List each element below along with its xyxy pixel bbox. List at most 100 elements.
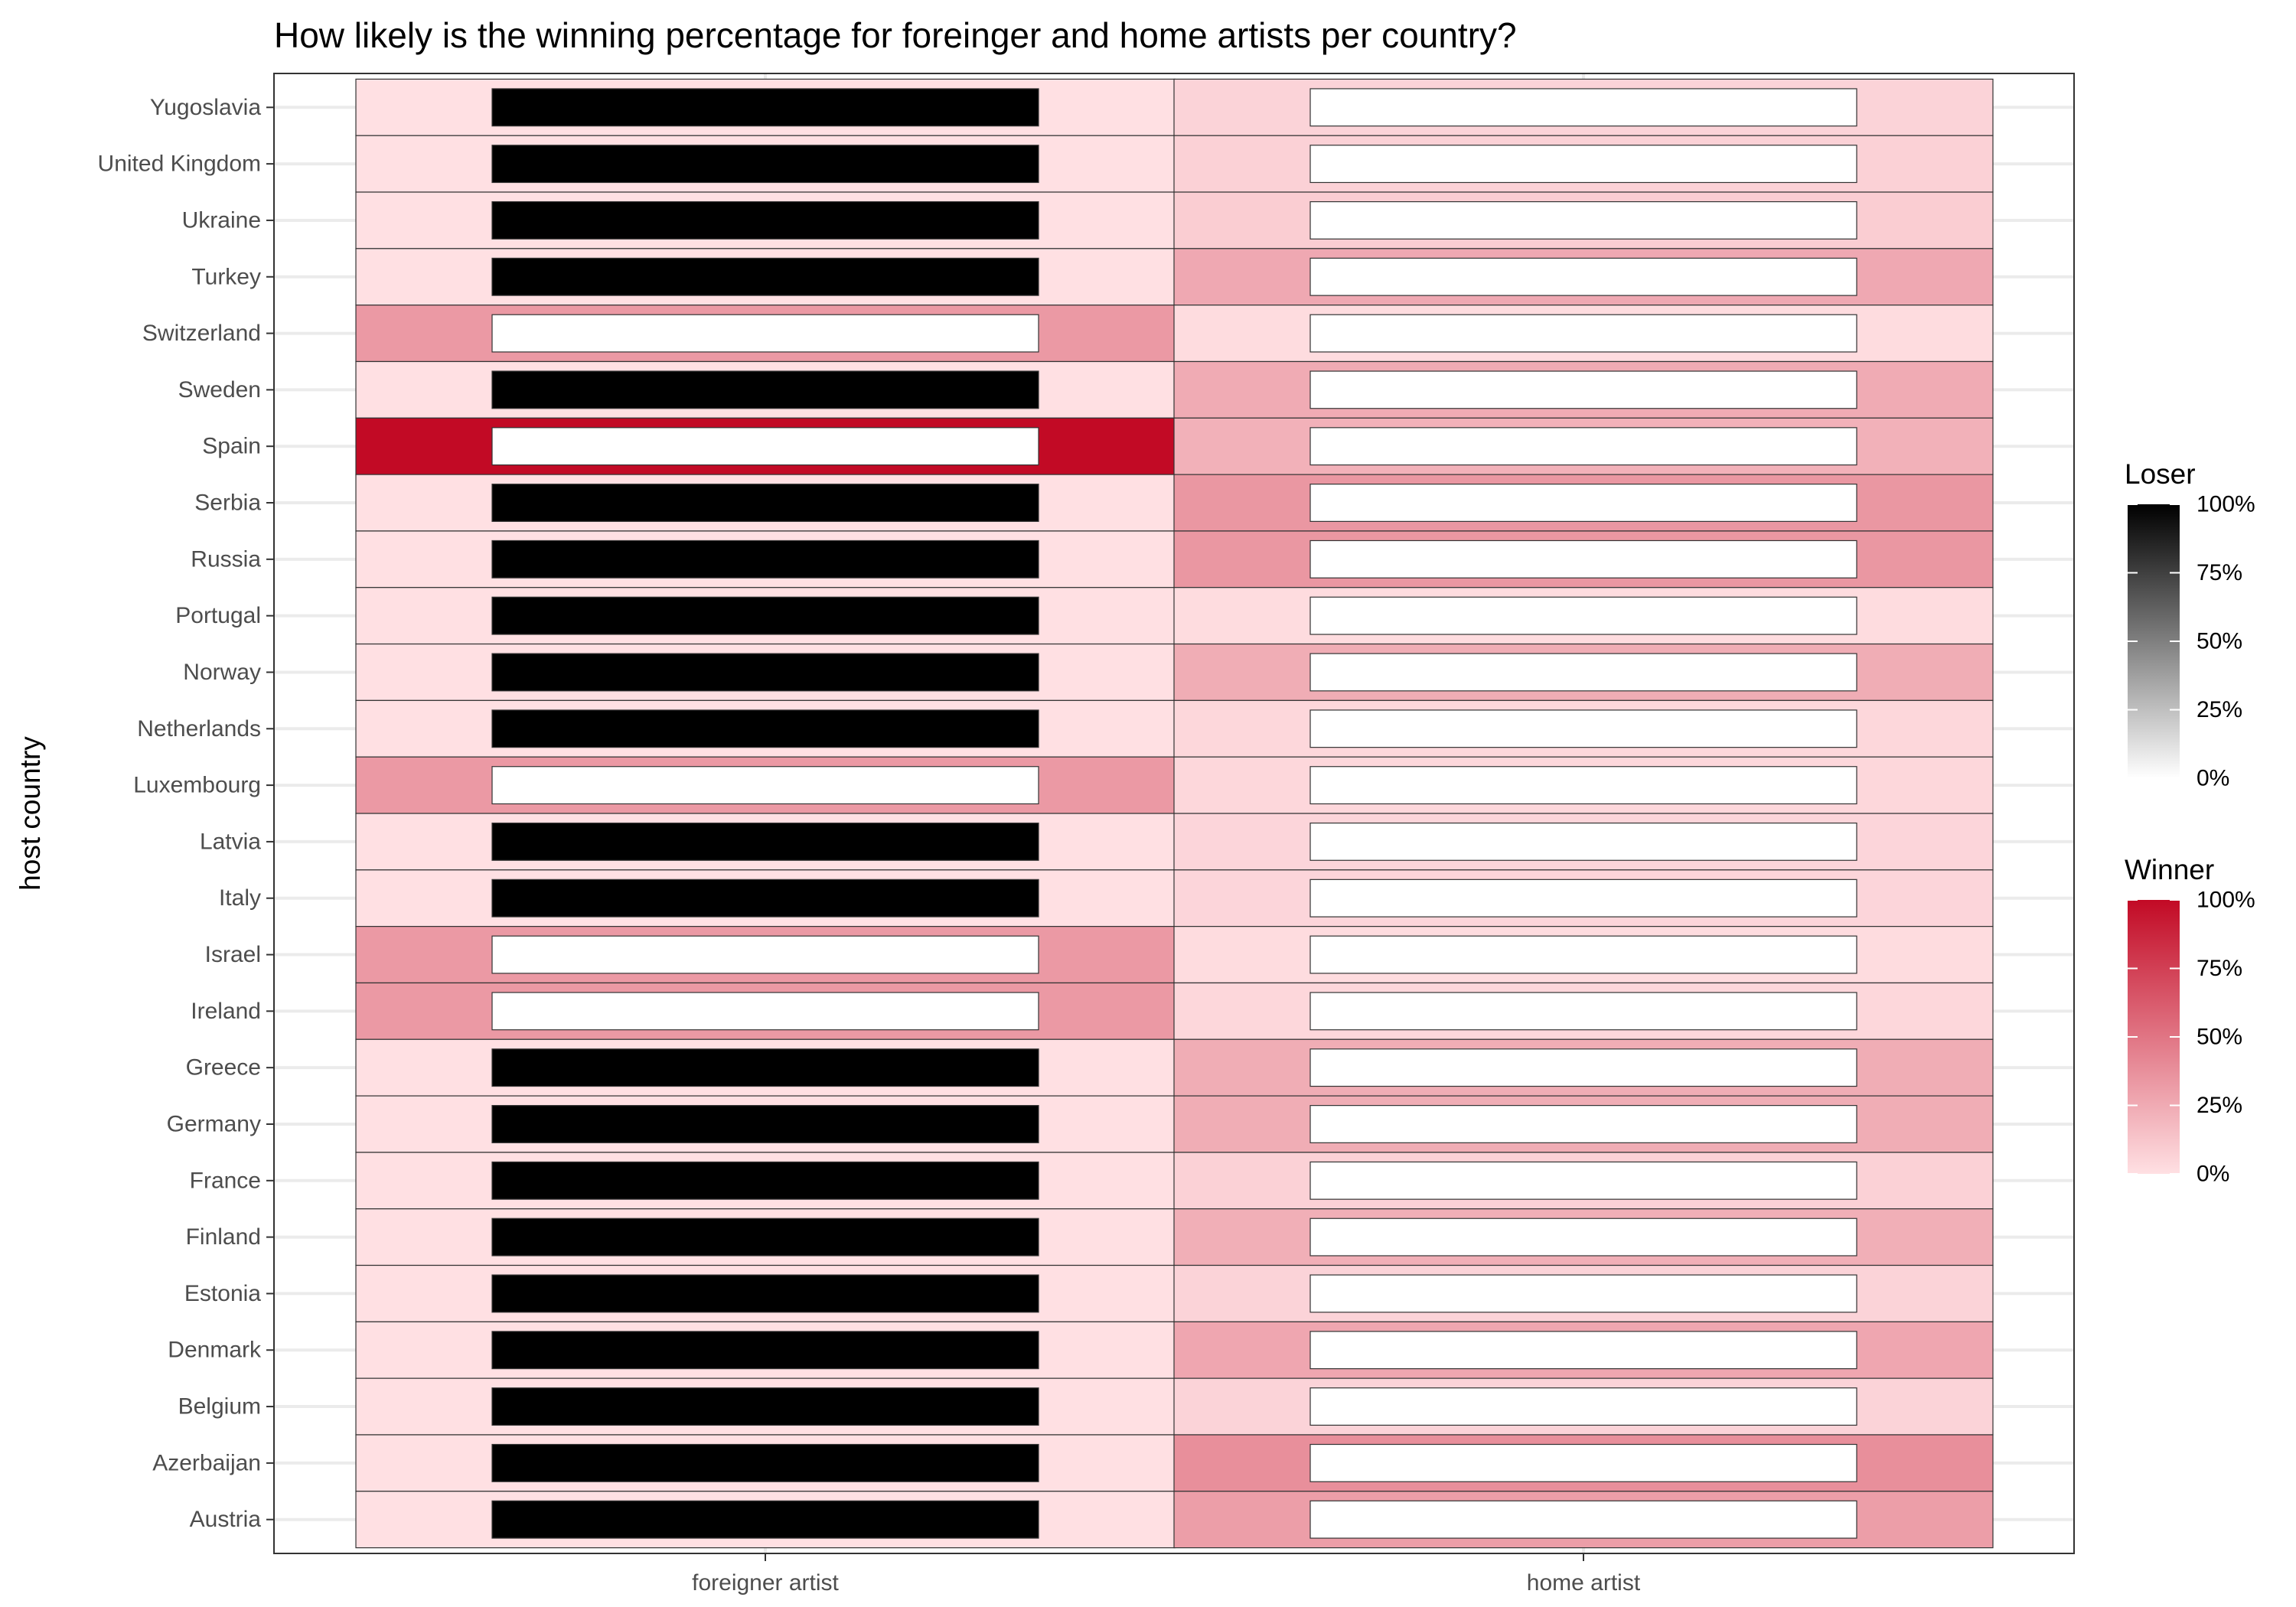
legend-label: 0% [2197, 766, 2229, 791]
loser-tile [1309, 1217, 1857, 1257]
loser-tile [1309, 1331, 1857, 1370]
loser-tile [491, 1048, 1039, 1087]
loser-tile [1309, 709, 1857, 748]
y-tick-label: Ukraine [182, 207, 261, 233]
loser-tile [491, 257, 1039, 296]
legend-label: 25% [2197, 697, 2242, 722]
y-tick-label: Estonia [184, 1281, 261, 1306]
loser-tile [491, 539, 1039, 579]
loser-tile [491, 370, 1039, 409]
loser-tile [491, 992, 1039, 1031]
legend-label: 0% [2197, 1162, 2229, 1187]
y-tick-label: Ireland [191, 999, 261, 1024]
loser-tile [491, 1105, 1039, 1143]
legend-label: 25% [2197, 1093, 2242, 1118]
y-tick-label: Switzerland [142, 321, 261, 346]
loser-tile [1309, 1105, 1857, 1143]
y-tick-label: Greece [186, 1055, 261, 1081]
y-tick-label: Italy [219, 885, 261, 911]
loser-tile [1309, 1387, 1857, 1426]
legend-label: 100% [2197, 492, 2255, 517]
y-tick-label: Azerbaijan [152, 1450, 261, 1475]
legend-label: 75% [2197, 956, 2242, 981]
x-tick-label: foreigner artist [692, 1570, 839, 1596]
loser-tile [491, 766, 1039, 805]
y-tick-label: Luxembourg [133, 773, 261, 798]
loser-tile [491, 1274, 1039, 1313]
loser-tile [1309, 1161, 1857, 1200]
loser-tile [491, 314, 1039, 353]
y-tick-label: Latvia [200, 829, 261, 854]
loser-tile [1309, 822, 1857, 861]
y-tick-label: Turkey [191, 264, 261, 289]
y-axis: Yugoslavia United Kingdom Ukraine Turkey Swi… [98, 95, 274, 1532]
loser-tile [1309, 766, 1857, 805]
loser-tile [1309, 935, 1857, 974]
x-tick-label: home artist [1527, 1570, 1641, 1596]
y-tick-label: Sweden [178, 377, 261, 403]
loser-tile [491, 1500, 1039, 1539]
loser-tile [1309, 314, 1857, 353]
loser-tile [1309, 1048, 1857, 1087]
loser-tile [491, 484, 1039, 522]
legend-winner: Winner 100% 75% 50% 25% 0% [2125, 854, 2255, 1187]
x-axis: foreigner artist home artist [692, 1553, 1641, 1596]
y-tick-label: Belgium [178, 1394, 261, 1420]
loser-tile [1309, 1500, 1857, 1539]
y-tick-label: Serbia [194, 491, 261, 516]
y-tick-label: Israel [205, 942, 261, 967]
loser-tile [491, 822, 1039, 861]
y-tick-label: Spain [202, 434, 261, 459]
y-tick-label: Norway [183, 660, 261, 685]
loser-tile [491, 427, 1039, 466]
chart-title: How likely is the winning percentage for… [274, 15, 1517, 55]
y-tick-label: France [190, 1168, 261, 1193]
y-tick-label: Russia [191, 546, 261, 572]
loser-tile [1309, 427, 1857, 466]
loser-tile [1309, 1443, 1857, 1482]
legend-title: Winner [2125, 854, 2214, 885]
loser-tile [1309, 257, 1857, 296]
loser-tile [1309, 992, 1857, 1031]
loser-tile [491, 1387, 1039, 1426]
loser-tile [1309, 653, 1857, 692]
legend-label: 100% [2197, 888, 2255, 913]
loser-tile [1309, 1274, 1857, 1313]
legend-title: Loser [2125, 458, 2196, 490]
loser-tile [491, 1331, 1039, 1370]
loser-tile [491, 200, 1039, 240]
loser-tile [1309, 878, 1857, 918]
loser-tile [491, 1217, 1039, 1257]
loser-tile [1309, 596, 1857, 635]
loser-tile [491, 88, 1039, 127]
loser-tile [491, 145, 1039, 184]
legend-label: 50% [2197, 1025, 2242, 1050]
y-tick-label: Denmark [168, 1338, 262, 1363]
loser-tile [1309, 145, 1857, 184]
y-tick-label: Portugal [175, 603, 261, 628]
y-tick-label: United Kingdom [98, 152, 261, 177]
y-axis-title: host country [15, 736, 46, 891]
loser-tile [491, 653, 1039, 692]
loser-tile [1309, 539, 1857, 579]
loser-tile [491, 1161, 1039, 1200]
loser-tile [1309, 200, 1857, 240]
legends: Loser100%75%50%25%0%Winner100%75%50%25%0… [2125, 458, 2255, 1187]
legend-label: 50% [2197, 629, 2242, 654]
panel-border [273, 73, 2075, 1554]
loser-tile [491, 935, 1039, 974]
loser-tile [491, 709, 1039, 748]
y-tick-label: Yugoslavia [150, 95, 261, 120]
y-tick-label: Netherlands [137, 716, 261, 742]
y-tick-label: Austria [190, 1507, 262, 1532]
loser-tile [1309, 484, 1857, 522]
y-tick-label: Germany [167, 1111, 261, 1136]
loser-tile [491, 1443, 1039, 1482]
y-tick-label: Finland [186, 1224, 261, 1250]
loser-tile [1309, 370, 1857, 409]
loser-tile [491, 596, 1039, 635]
heatmap-tiles [355, 78, 1994, 1549]
loser-tile [491, 878, 1039, 918]
